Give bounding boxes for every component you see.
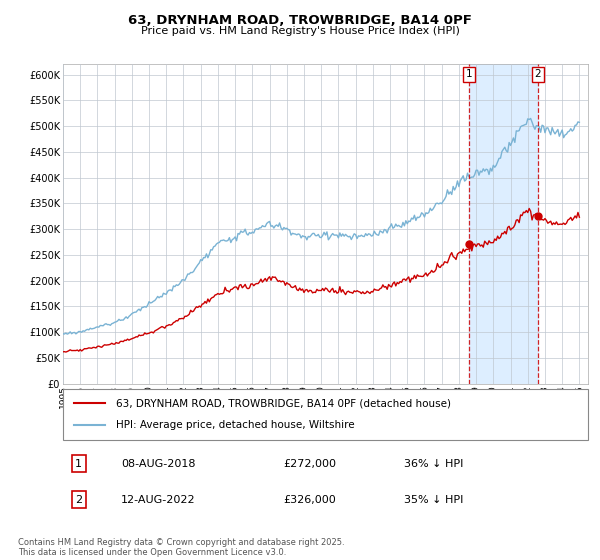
Text: Contains HM Land Registry data © Crown copyright and database right 2025.
This d: Contains HM Land Registry data © Crown c… bbox=[18, 538, 344, 557]
Text: 1: 1 bbox=[75, 459, 82, 469]
Text: 08-AUG-2018: 08-AUG-2018 bbox=[121, 459, 195, 469]
Text: 63, DRYNHAM ROAD, TROWBRIDGE, BA14 0PF (detached house): 63, DRYNHAM ROAD, TROWBRIDGE, BA14 0PF (… bbox=[115, 398, 451, 408]
Text: 2: 2 bbox=[75, 495, 82, 505]
Bar bbox=[469, 64, 538, 384]
Text: 12-AUG-2022: 12-AUG-2022 bbox=[121, 495, 196, 505]
Text: 2: 2 bbox=[535, 69, 541, 79]
Text: 1: 1 bbox=[466, 69, 472, 79]
Text: 63, DRYNHAM ROAD, TROWBRIDGE, BA14 0PF: 63, DRYNHAM ROAD, TROWBRIDGE, BA14 0PF bbox=[128, 14, 472, 27]
Text: HPI: Average price, detached house, Wiltshire: HPI: Average price, detached house, Wilt… bbox=[115, 421, 354, 431]
Text: £326,000: £326,000 bbox=[284, 495, 336, 505]
Text: Price paid vs. HM Land Registry's House Price Index (HPI): Price paid vs. HM Land Registry's House … bbox=[140, 26, 460, 36]
FancyBboxPatch shape bbox=[63, 389, 588, 440]
Text: 36% ↓ HPI: 36% ↓ HPI bbox=[404, 459, 464, 469]
Text: 35% ↓ HPI: 35% ↓ HPI bbox=[404, 495, 464, 505]
Text: £272,000: £272,000 bbox=[284, 459, 337, 469]
